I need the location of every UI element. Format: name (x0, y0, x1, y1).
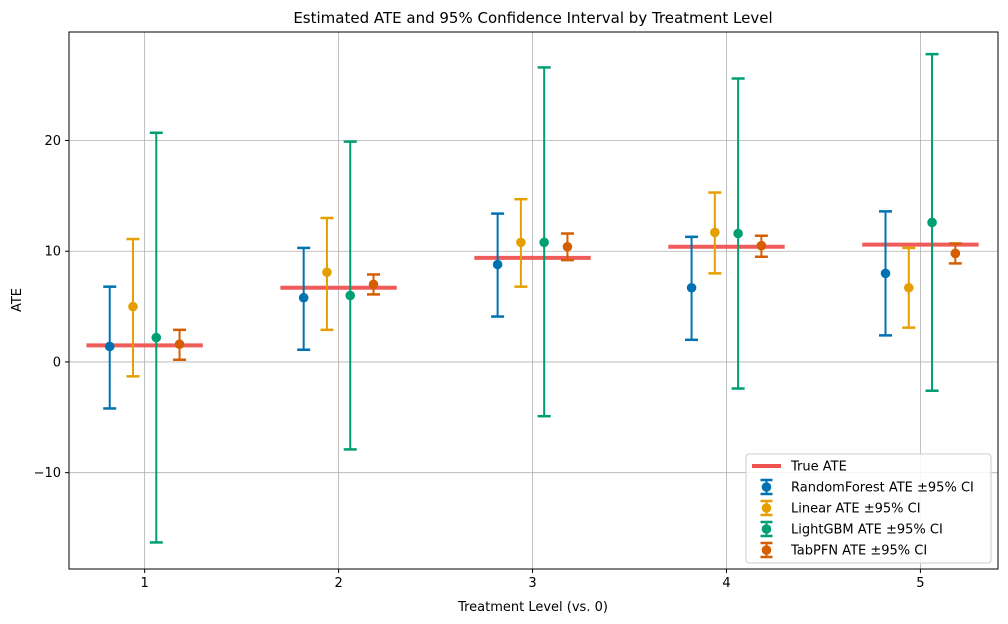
y-tick-label: −10 (34, 466, 61, 481)
series-randomforest (103, 210, 893, 410)
x-tick-label: 1 (140, 576, 148, 591)
ate-point (128, 301, 138, 312)
ate-point (298, 292, 309, 303)
legend-box (745, 453, 992, 564)
series-lightgbm (149, 52, 939, 544)
x-tick-label: 3 (528, 576, 536, 591)
ate-point (927, 217, 937, 228)
x-axis-title: Treatment Level (vs. 0) (457, 600, 608, 615)
ate-point (903, 282, 914, 293)
legend-label: RandomForest ATE ±95% CI (791, 481, 974, 496)
y-tick-label: 0 (53, 355, 61, 370)
legend-swatch-point (761, 482, 772, 492)
ate-point (104, 341, 115, 352)
y-axis-title: ATE (10, 288, 25, 312)
legend-swatch-point (761, 545, 772, 555)
x-tick-label: 5 (916, 576, 924, 591)
ate-point (756, 240, 767, 251)
ate-point (880, 268, 891, 279)
ate-point (950, 248, 961, 259)
series-tabpfn (173, 232, 962, 361)
ate-point (322, 267, 332, 278)
legend-label: True ATE (790, 460, 847, 475)
series-layer (103, 52, 962, 544)
legend-label: LightGBM ATE ±95% CI (791, 523, 943, 538)
x-tick-label: 2 (334, 576, 342, 591)
ate-point (562, 242, 573, 252)
legend-swatch-point (761, 524, 772, 534)
legend-entries: True ATE RandomForest ATE ±95% CI Linear A… (752, 460, 974, 559)
ate-point (686, 282, 697, 293)
plot-frame (68, 31, 999, 570)
ate-point (539, 237, 549, 248)
legend-label: TabPFN ATE ±95% CI (790, 544, 927, 559)
ate-point (368, 279, 379, 290)
y-tick-label: 10 (44, 245, 61, 260)
ate-point (174, 339, 185, 350)
x-tick-label: 4 (722, 576, 730, 591)
ate-point (492, 259, 503, 270)
legend-label: Linear ATE ±95% CI (791, 502, 921, 517)
chart-title: Estimated ATE and 95% Confidence Interva… (293, 9, 772, 27)
series-linear (126, 191, 916, 378)
legend: True ATE RandomForest ATE ±95% CI Linear A… (745, 453, 992, 564)
ate-point (345, 290, 356, 301)
ate-point (151, 332, 162, 343)
y-tick-label: 20 (44, 134, 61, 149)
ticks-layer: 1 2 3 4 5 −10 0 10 20 (34, 134, 925, 591)
ate-point (516, 237, 526, 248)
legend-swatch-point (761, 503, 772, 513)
ate-point (710, 227, 720, 238)
ate-point (733, 228, 743, 239)
